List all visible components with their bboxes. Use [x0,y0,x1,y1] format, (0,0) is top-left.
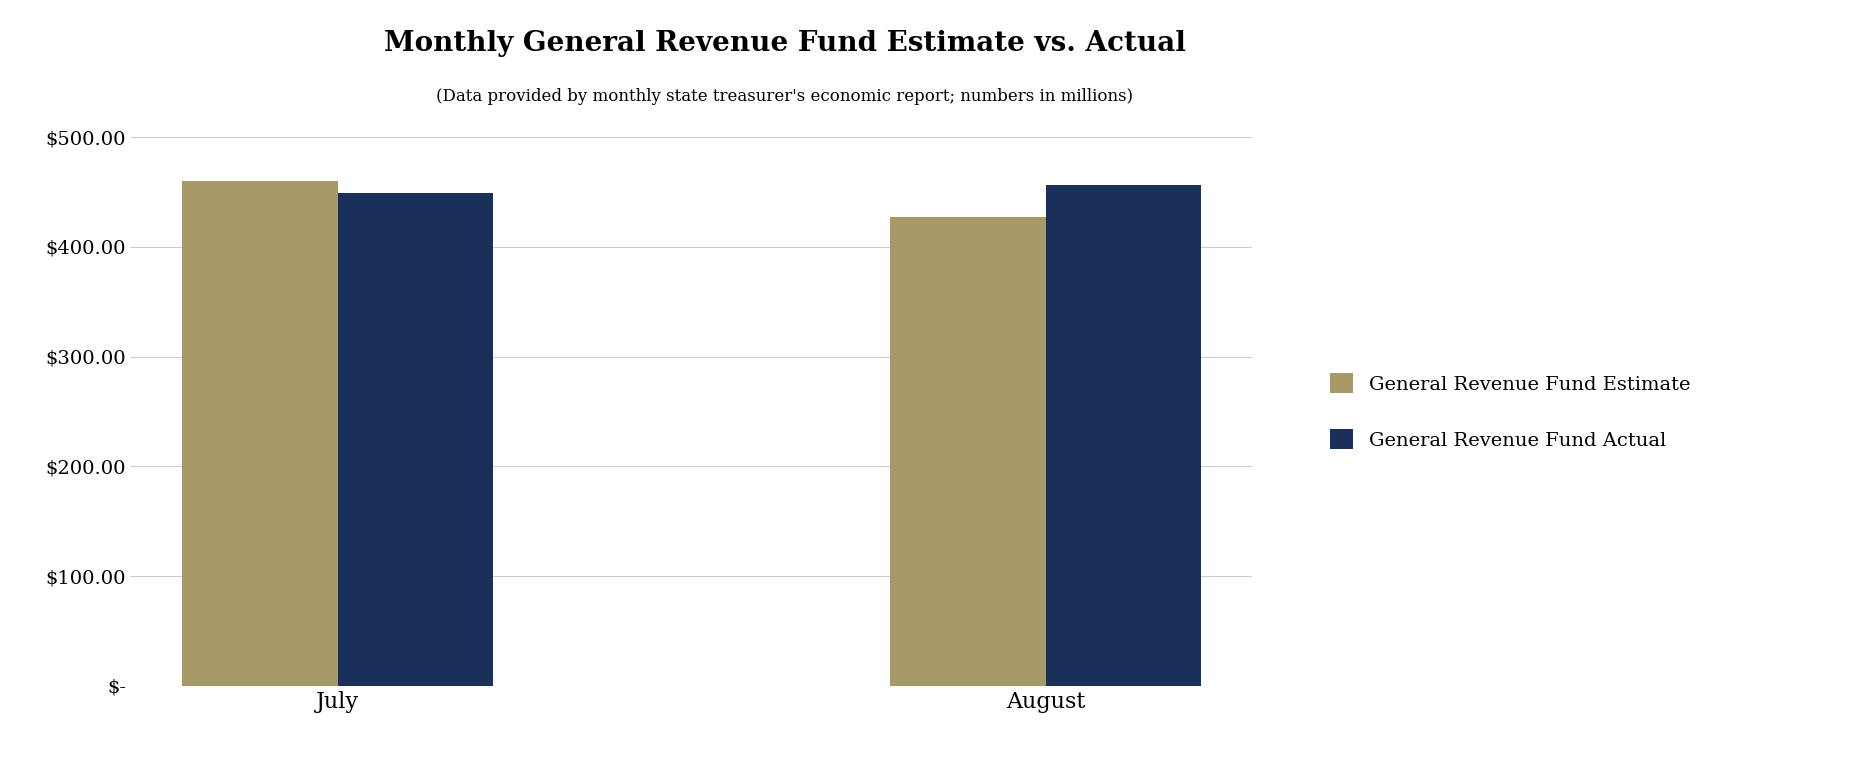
Bar [1045,185,1202,686]
Legend: General Revenue Fund Estimate, General Revenue Fund Actual: General Revenue Fund Estimate, General R… [1306,350,1714,473]
Text: (Data provided by monthly state treasurer's economic report; numbers in millions: (Data provided by monthly state treasure… [437,88,1133,104]
Bar [890,217,1045,686]
Text: Monthly General Revenue Fund Estimate vs. Actual: Monthly General Revenue Fund Estimate vs… [383,30,1187,57]
Bar [338,193,493,686]
Bar [181,181,338,686]
